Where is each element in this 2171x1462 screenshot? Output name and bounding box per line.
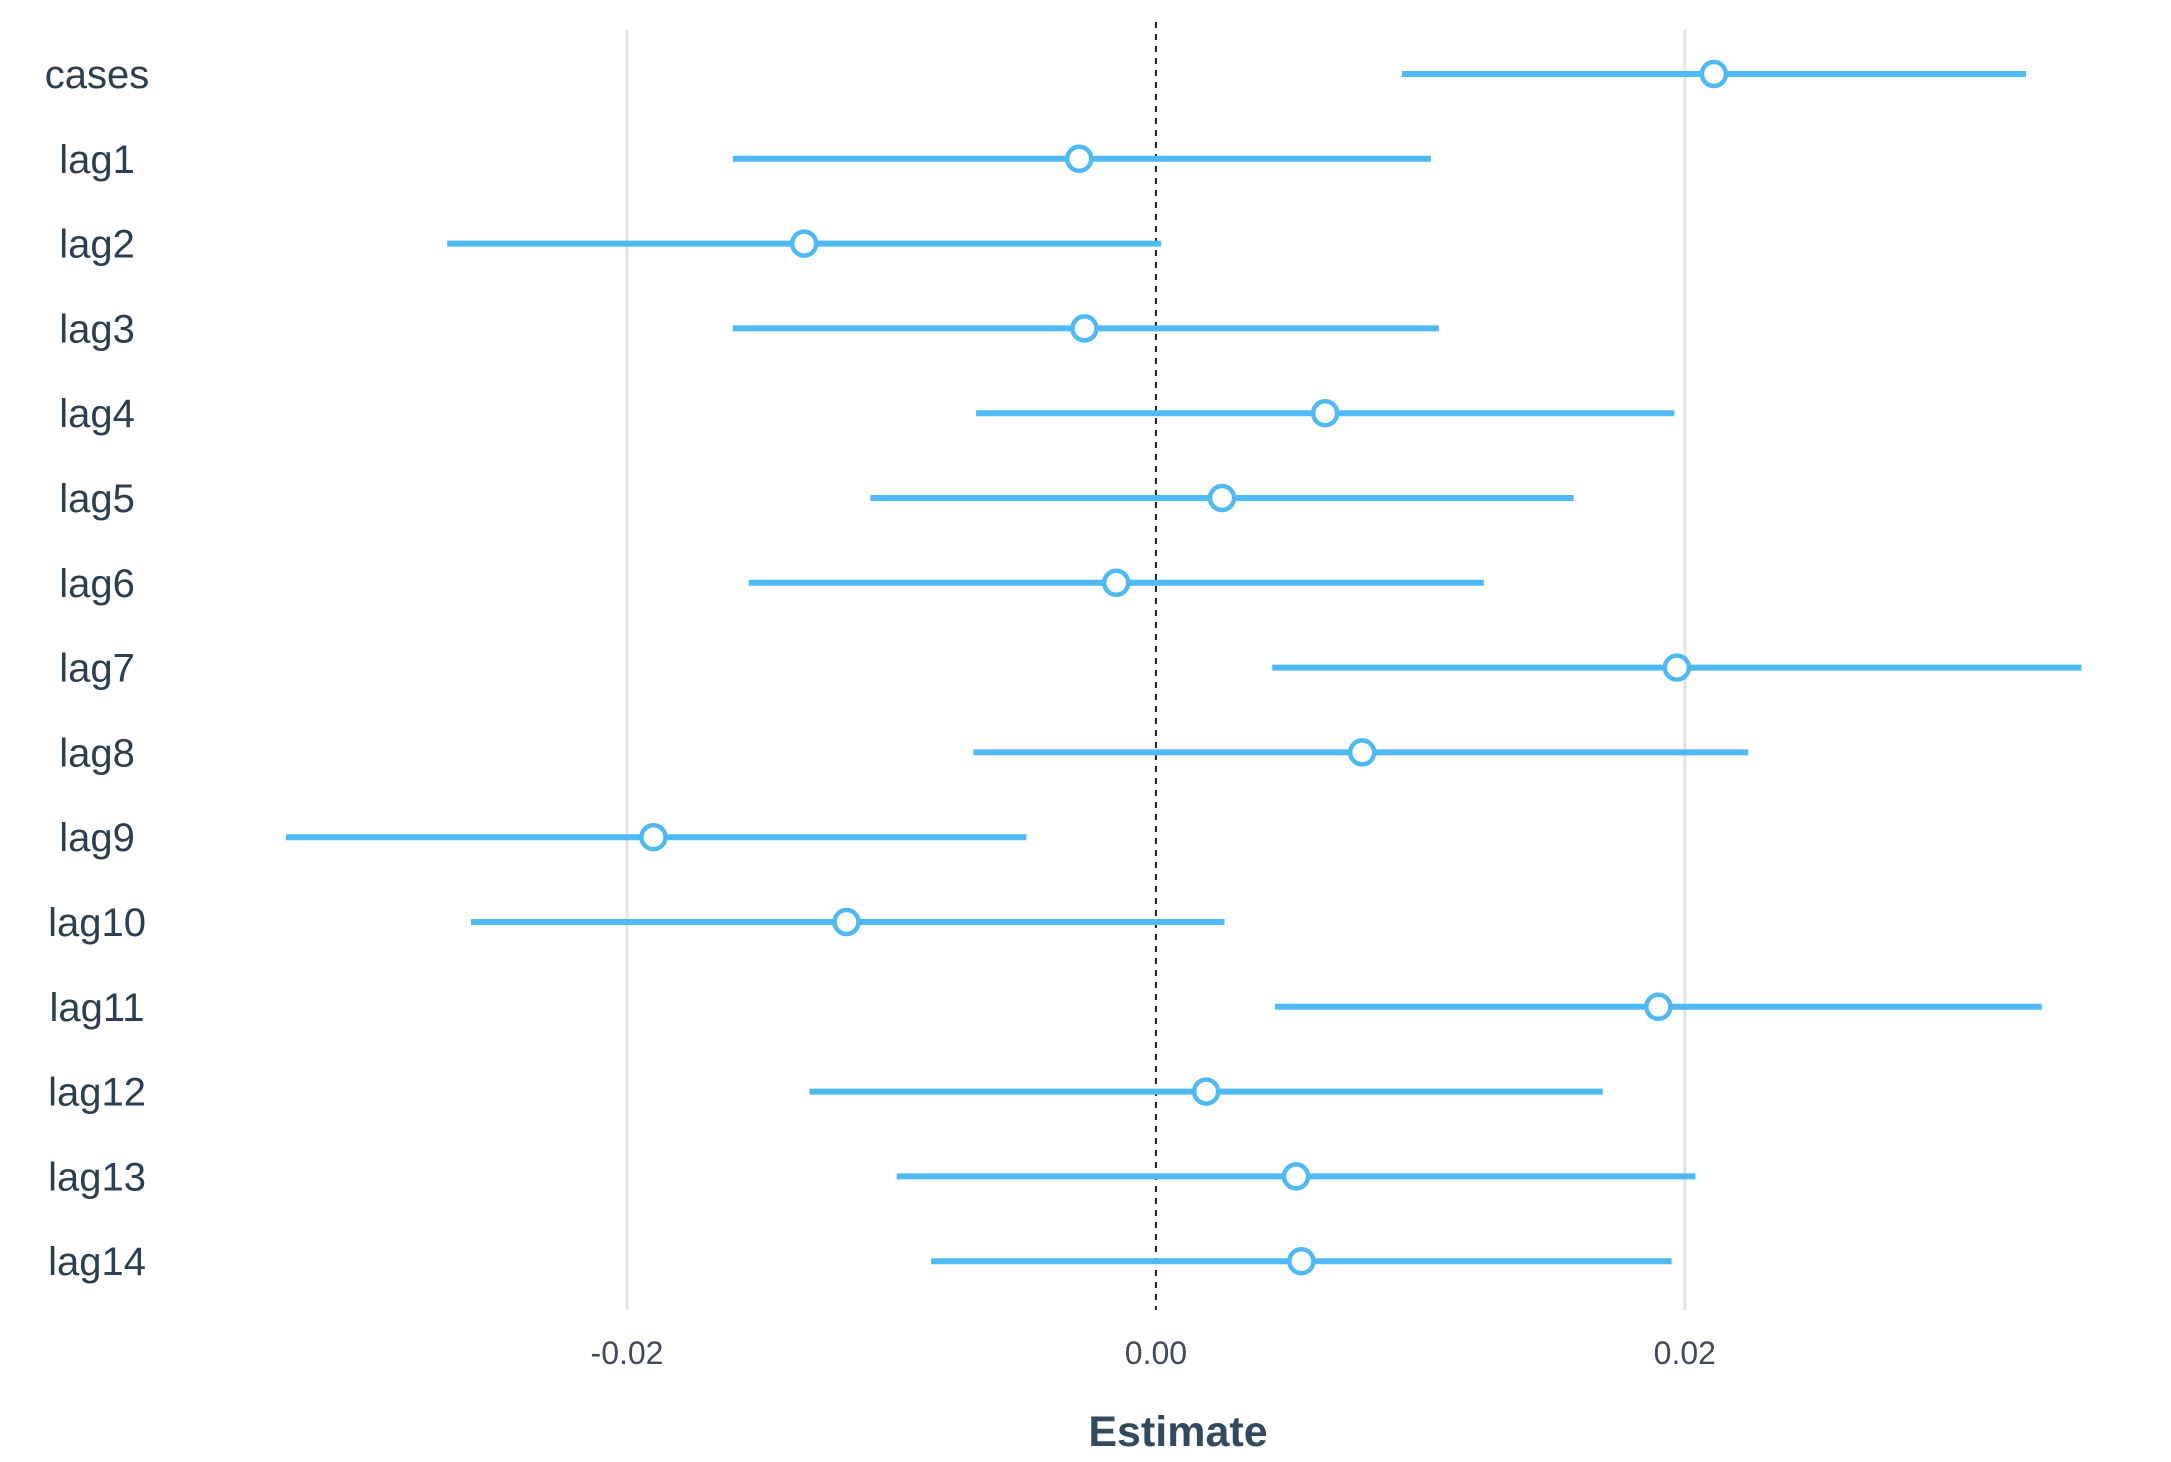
category-label: lag3 [59,307,135,351]
category-label: lag8 [59,731,135,775]
point-estimate [1310,398,1340,428]
point-estimate [1347,738,1377,767]
point-estimate [1070,314,1099,343]
point-estimate [832,907,861,937]
category-label: lag5 [59,477,135,521]
confidence-intervals [285,71,2082,1265]
point-estimate [1207,483,1237,513]
point-estimate [1287,1246,1316,1276]
category-label: lag12 [48,1071,146,1115]
category-label: lag11 [50,986,145,1030]
point-estimate [1064,144,1094,174]
point-estimate [1699,59,1729,89]
point-estimates [639,59,1729,1276]
category-labels: cases lag1 lag2 lag3 lag4 lag5 lag6 lag7 lag8 lag… [45,53,150,1284]
point-estimate [1644,992,1673,1022]
category-label: lag4 [59,392,135,436]
category-label: lag1 [59,138,135,182]
point-estimate [789,229,819,258]
category-label: lag10 [48,901,146,945]
x-axis-title: Estimate [1088,1408,1267,1456]
category-label: lag13 [48,1155,146,1199]
category-label: lag6 [59,562,135,606]
point-estimate [1281,1162,1311,1191]
category-label: cases [45,53,150,97]
x-tick-label: 0.02 [1654,1335,1716,1371]
point-estimate [639,822,668,852]
category-label: lag7 [59,647,135,691]
category-label: lag14 [48,1240,146,1284]
category-label: lag2 [59,223,135,267]
point-estimate [1191,1077,1221,1106]
x-axis-tick-labels: -0.02 0.00 0.02 [591,1335,1716,1371]
category-label: lag9 [59,816,135,860]
point-estimate [1101,568,1131,598]
point-estimate [1662,653,1692,682]
x-tick-label: -0.02 [591,1335,664,1371]
x-tick-label: 0.00 [1125,1335,1187,1371]
